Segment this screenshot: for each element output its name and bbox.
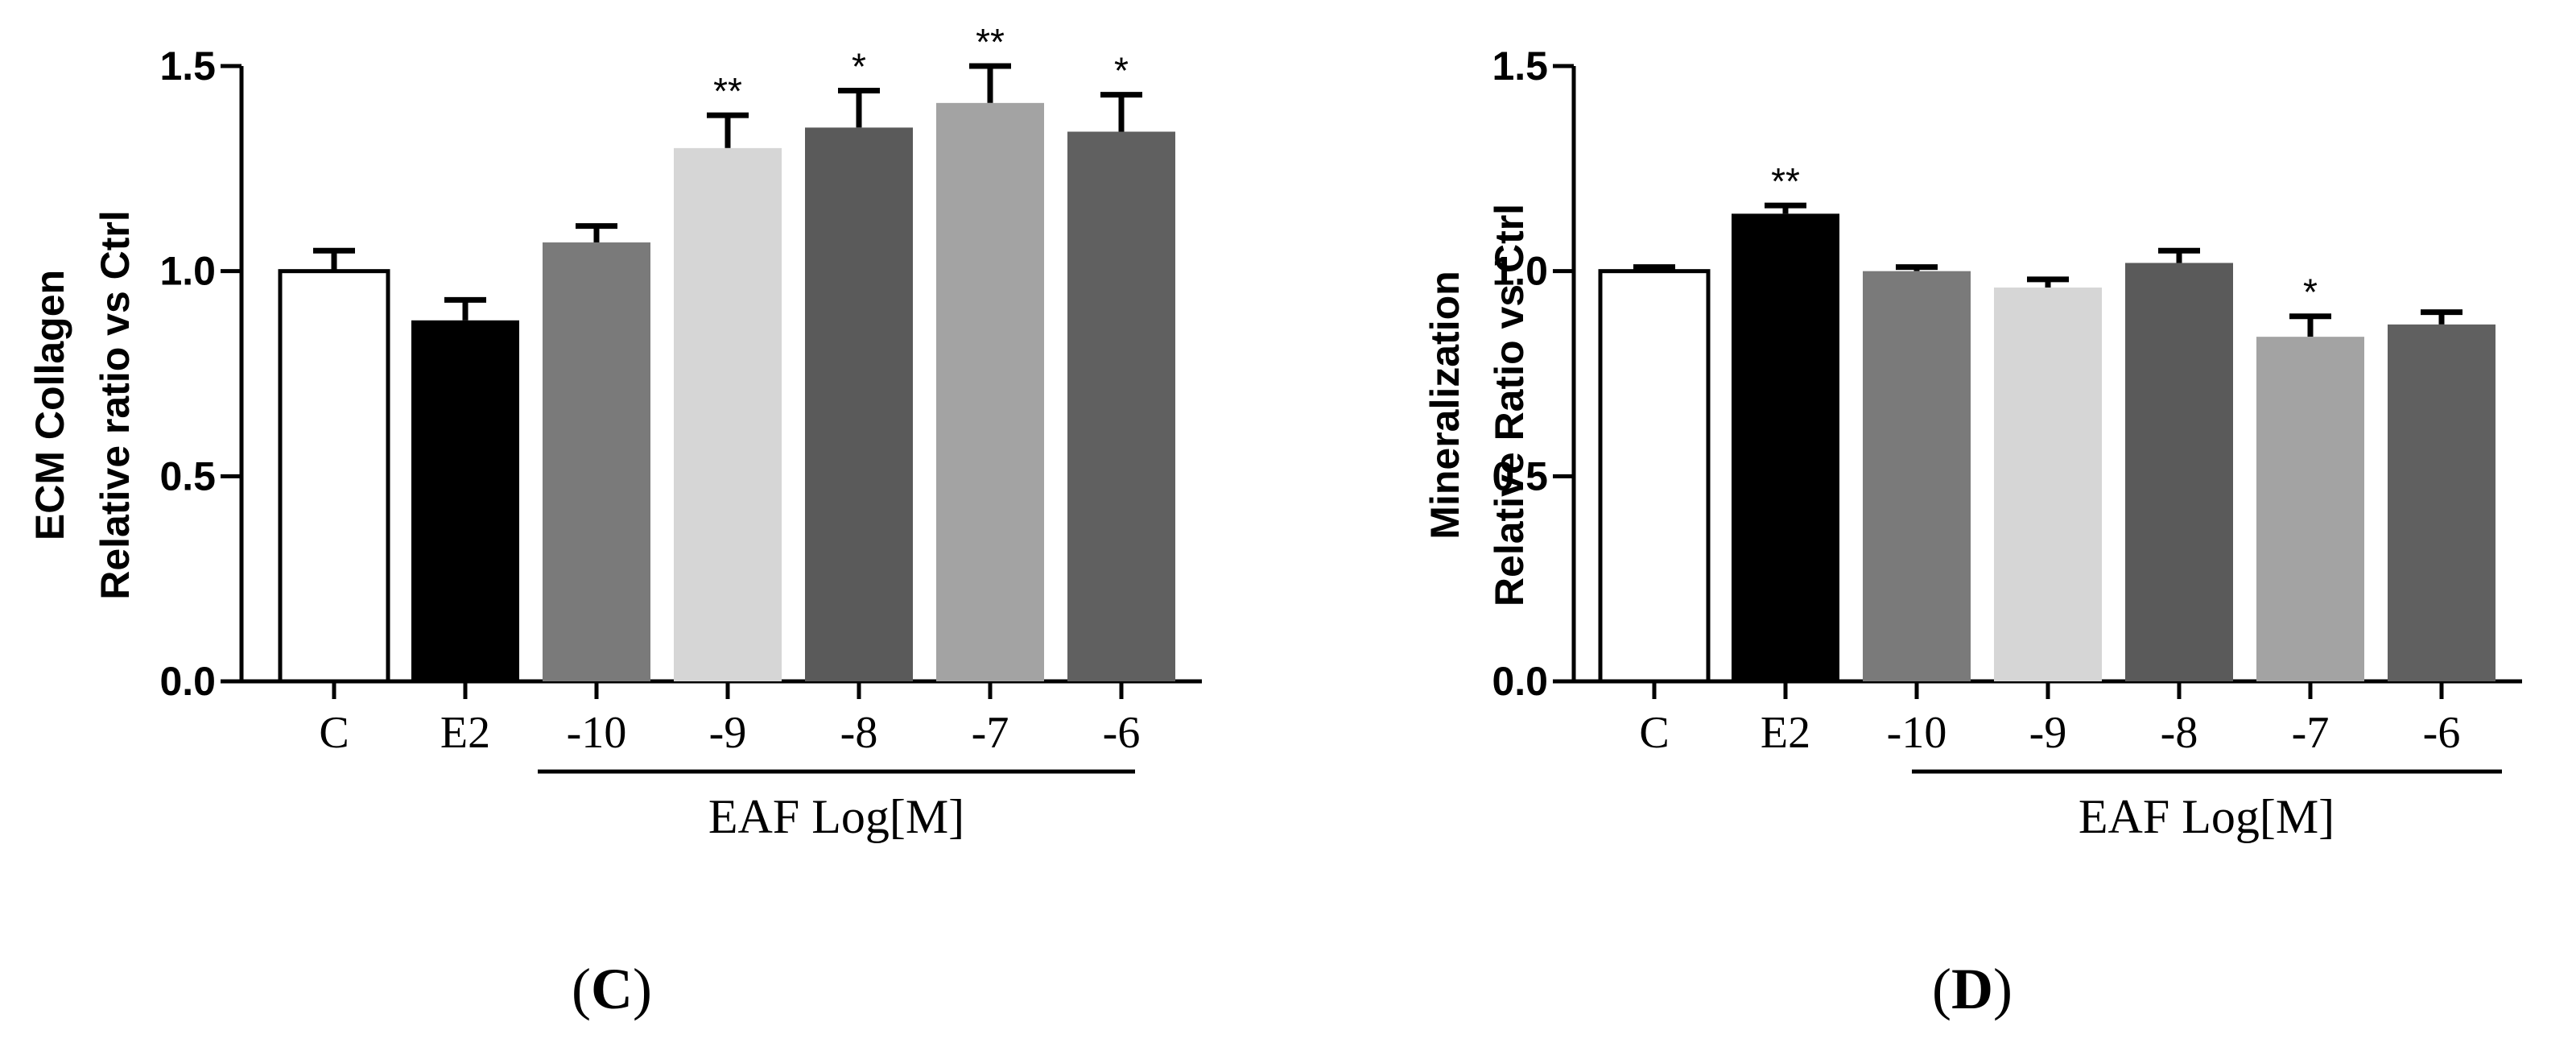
significance-marker: ** xyxy=(976,21,1005,63)
bar xyxy=(1067,131,1175,681)
bar xyxy=(936,102,1044,682)
x-tick-label: -7 xyxy=(972,708,1009,758)
significance-marker: * xyxy=(2303,271,2318,313)
y-tick-label: 1.0 xyxy=(159,249,216,294)
x-tick-label: -9 xyxy=(2029,708,2067,758)
y-axis-label: Relative ratio vs Ctrl xyxy=(93,210,138,600)
x-tick-label: -9 xyxy=(709,708,747,758)
significance-marker: * xyxy=(852,46,866,88)
panel-label: (C) xyxy=(572,957,652,1021)
x-tick-label: -6 xyxy=(1103,708,1141,758)
bar xyxy=(674,147,782,681)
group-label: EAF Log[M] xyxy=(2079,790,2334,843)
chart-panel-c: 0.0 0.5 1.0 1.5 ECM Collagen Relative ratio v… xyxy=(27,21,1202,1021)
panel-label-close: ) xyxy=(1993,957,2013,1021)
panel-label-open: ( xyxy=(572,957,591,1021)
bar xyxy=(1732,213,1839,681)
bar xyxy=(543,242,650,682)
x-tick-label: -7 xyxy=(2292,708,2330,758)
x-tick-label: -10 xyxy=(1887,708,1947,758)
panel-label: (D) xyxy=(1932,957,2013,1021)
y-tick-label: 1.5 xyxy=(1492,43,1548,89)
y-axis-label: Mineralization xyxy=(1422,271,1468,539)
x-tick-label: -6 xyxy=(2423,708,2461,758)
panel-label-letter: D xyxy=(1951,957,1993,1021)
group-label: EAF Log[M] xyxy=(708,790,964,843)
chart-panel-d: 0.0 0.5 1.0 1.5 Mineralization Relative Ratio… xyxy=(1422,43,2522,1021)
y-axis-label: ECM Collagen xyxy=(27,270,72,540)
panel-label-letter: C xyxy=(591,957,633,1021)
significance-marker: ** xyxy=(1771,160,1800,202)
y-axis-label: Relative Ratio vs Ctrl xyxy=(1487,204,1532,606)
y-tick-label: 1.5 xyxy=(159,43,216,89)
y-tick-label: 0.0 xyxy=(159,659,216,704)
x-tick-label: E2 xyxy=(440,708,490,758)
bar xyxy=(1994,288,2102,681)
x-tick-label: E2 xyxy=(1761,708,1810,758)
bar xyxy=(805,127,913,681)
bar xyxy=(1863,271,1971,681)
bar xyxy=(411,320,519,681)
x-tick-label: -10 xyxy=(567,708,627,758)
panel-label-close: ) xyxy=(633,957,652,1021)
x-tick-label: -8 xyxy=(840,708,878,758)
x-tick-label: -8 xyxy=(2161,708,2198,758)
bar xyxy=(2388,324,2496,681)
y-tick-label: 0.0 xyxy=(1492,659,1548,704)
bar xyxy=(1598,269,1711,684)
y-tick-label: 1.0 xyxy=(1492,249,1548,294)
y-tick-label: 0.5 xyxy=(159,453,216,499)
panel-label-open: ( xyxy=(1932,957,1951,1021)
bar xyxy=(2256,337,2364,681)
bar xyxy=(2125,263,2233,682)
x-tick-label: C xyxy=(319,708,349,758)
significance-marker: ** xyxy=(713,70,742,112)
significance-marker: * xyxy=(1114,50,1129,92)
x-tick-label: C xyxy=(1639,708,1669,758)
y-tick-label: 0.5 xyxy=(1492,453,1548,499)
bar xyxy=(278,269,390,684)
